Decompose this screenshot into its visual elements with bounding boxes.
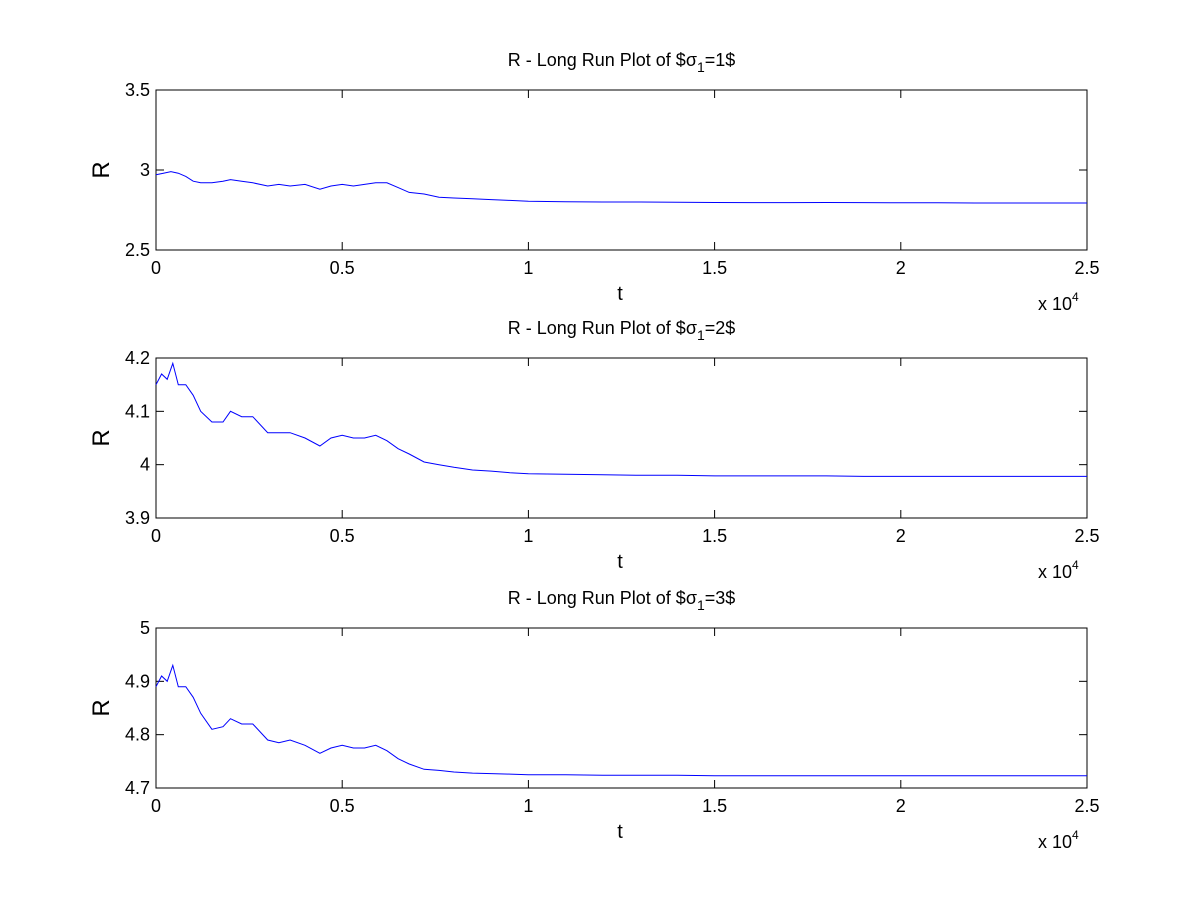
chart-title-main: R - Long Run Plot of $σ: [508, 318, 697, 338]
x-tick-label: 2: [896, 526, 906, 546]
y-axis-label: R: [88, 699, 115, 716]
y-tick-label: 4.7: [125, 778, 150, 798]
y-tick-label: 3: [140, 160, 150, 180]
chart-title-tail: =2$: [705, 318, 736, 338]
y-tick-label: 2.5: [125, 240, 150, 260]
chart-title-subscript: 1: [697, 59, 705, 75]
chart-title-subscript: 1: [697, 597, 705, 613]
y-tick-label: 4.8: [125, 725, 150, 745]
chart-title: R - Long Run Plot of $σ1=3$: [508, 588, 736, 613]
x-exponent-base: x 10: [1038, 832, 1072, 852]
series-line: [155, 361, 1087, 477]
x-axis-label: t: [617, 551, 623, 573]
x-tick-label: 0.5: [330, 258, 355, 278]
chart-title-tail: =3$: [705, 588, 736, 608]
x-tick-label: 0.5: [330, 526, 355, 546]
y-tick-label: 4.1: [125, 401, 150, 421]
x-tick-label: 0.5: [330, 796, 355, 816]
chart-title-main: R - Long Run Plot of $σ: [508, 50, 697, 70]
subplot-sigma-3: R - Long Run Plot of $σ1=3$0 0.5 1 1.5 2 2.54…: [88, 588, 1100, 852]
y-tick-label: 5: [140, 618, 150, 638]
x-tick-label: 2.5: [1074, 796, 1099, 816]
chart-title: R - Long Run Plot of $σ1=1$: [508, 50, 736, 75]
subplot-sigma-2: R - Long Run Plot of $σ1=2$0 0.5 1 1.5 2 2.53…: [88, 318, 1100, 582]
x-tick-label: 1.5: [702, 526, 727, 546]
x-axis-label: t: [617, 283, 623, 305]
y-tick-label: 4.2: [125, 348, 150, 368]
x-tick-label: 1: [523, 526, 533, 546]
x-tick-label: 1: [523, 796, 533, 816]
series-line: [155, 663, 1087, 777]
x-tick-label: 0: [151, 796, 161, 816]
x-tick-label: 2: [896, 258, 906, 278]
x-exponent-label: x 104: [1038, 290, 1079, 314]
x-tick-label: 0: [151, 526, 161, 546]
axes-box: [155, 627, 1088, 789]
x-exponent-power: 4: [1072, 290, 1079, 304]
x-exponent-power: 4: [1072, 828, 1079, 842]
x-tick-label: 2: [896, 796, 906, 816]
chart-title-tail: =1$: [705, 50, 736, 70]
chart-title-subscript: 1: [697, 327, 705, 343]
x-tick-label: 2.5: [1074, 526, 1099, 546]
x-tick-label: 2.5: [1074, 258, 1099, 278]
series-line: [155, 171, 1087, 204]
y-axis-label: R: [88, 161, 115, 178]
chart-title-main: R - Long Run Plot of $σ: [508, 588, 697, 608]
y-axis-label: R: [88, 429, 115, 446]
x-axis-label: t: [617, 821, 623, 843]
x-tick-label: 1: [523, 258, 533, 278]
x-tick-label: 1.5: [702, 258, 727, 278]
chart-title: R - Long Run Plot of $σ1=2$: [508, 318, 736, 343]
axes-box: [155, 357, 1088, 519]
x-tick-label: 0: [151, 258, 161, 278]
x-exponent-power: 4: [1072, 558, 1079, 572]
subplot-sigma-1: R - Long Run Plot of $σ1=1$0 0.5 1 1.5 2 2.52…: [88, 50, 1100, 314]
x-exponent-label: x 104: [1038, 828, 1079, 852]
x-exponent-base: x 10: [1038, 562, 1072, 582]
y-tick-label: 4: [140, 455, 150, 475]
x-exponent-base: x 10: [1038, 294, 1072, 314]
x-tick-label: 1.5: [702, 796, 727, 816]
y-tick-label: 3.5: [125, 80, 150, 100]
y-tick-label: 4.9: [125, 671, 150, 691]
y-tick-label: 3.9: [125, 508, 150, 528]
x-exponent-label: x 104: [1038, 558, 1079, 582]
